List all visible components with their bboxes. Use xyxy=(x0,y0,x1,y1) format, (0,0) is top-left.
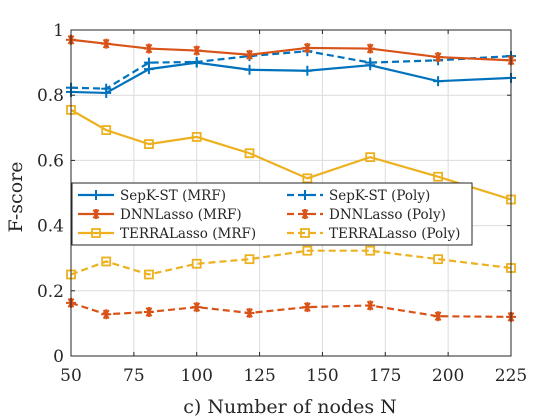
y-tick-label: 1 xyxy=(53,21,64,41)
legend: SepK-ST (MRF) SepK-ST (Poly) DNNLasso (MRF… xyxy=(71,182,473,246)
legend-entry: TERRALasso (MRF) xyxy=(78,226,256,242)
plot-frame xyxy=(70,29,512,357)
series-line xyxy=(70,249,512,276)
y-tick-label: 0 xyxy=(53,347,64,367)
data-point-marker xyxy=(191,132,202,142)
data-point-marker xyxy=(302,245,313,256)
data-point-marker xyxy=(300,228,310,238)
data-point-marker xyxy=(302,302,313,313)
legend-entry: TERRALasso (Poly) xyxy=(287,226,460,242)
legend-entry: DNNLasso (Poly) xyxy=(287,207,446,223)
data-point-marker xyxy=(365,57,376,68)
data-point-marker xyxy=(365,152,376,163)
series-line xyxy=(70,50,512,90)
data-point-marker xyxy=(91,190,101,200)
y-tick-label: 0.8 xyxy=(37,86,64,106)
data-point-marker xyxy=(101,309,112,320)
axes xyxy=(70,29,512,357)
data-point-marker xyxy=(433,254,443,265)
data-point-marker xyxy=(433,311,444,322)
data-point-marker xyxy=(144,269,154,280)
data-point-marker xyxy=(365,245,376,256)
data-point-marker xyxy=(101,125,112,135)
data-point-marker xyxy=(244,64,255,75)
data-point-marker xyxy=(433,52,444,63)
data-point-marker xyxy=(191,302,202,313)
data-point-marker xyxy=(433,171,443,182)
x-tick-label: 125 xyxy=(243,366,275,386)
x-tick-label: 50 xyxy=(60,366,82,386)
data-point-marker xyxy=(302,42,313,53)
data-point-marker xyxy=(101,38,112,49)
x-tick-label: 100 xyxy=(180,366,212,386)
data-point-marker xyxy=(143,57,154,68)
y-axis-title: F-score xyxy=(5,162,27,233)
y-tick-label: 0.2 xyxy=(37,282,64,302)
x-tick-label: 225 xyxy=(495,366,527,386)
data-point-marker xyxy=(191,45,202,56)
data-point-marker xyxy=(244,148,255,159)
data-point-marker xyxy=(365,300,376,311)
y-tick-label: 0.4 xyxy=(37,217,64,237)
legend-box xyxy=(71,182,473,246)
legend-label: TERRALasso (MRF) xyxy=(120,226,256,242)
x-axis-title: c) Number of nodes N xyxy=(183,396,397,418)
legend-entry: DNNLasso (MRF) xyxy=(78,207,242,223)
data-point-marker xyxy=(302,173,313,184)
series-line xyxy=(70,301,512,318)
data-point-marker xyxy=(143,43,154,54)
data-point-marker xyxy=(244,254,255,265)
series-line xyxy=(70,108,512,201)
data-point-marker xyxy=(191,56,202,67)
data-point-marker xyxy=(300,209,310,219)
data-point-marker xyxy=(433,76,444,87)
legend-label: TERRALasso (Poly) xyxy=(329,226,460,242)
data-point-marker xyxy=(191,258,202,269)
x-tick-label: 200 xyxy=(432,366,464,386)
legend-entry: SepK-ST (MRF) xyxy=(78,188,226,204)
x-tick-label: 175 xyxy=(369,366,401,386)
series-line xyxy=(70,61,512,95)
data-point-marker xyxy=(91,228,101,238)
series-line xyxy=(70,38,512,62)
data-point-marker xyxy=(244,49,255,60)
legend-label: DNNLasso (Poly) xyxy=(329,207,446,223)
legend-label: SepK-ST (MRF) xyxy=(120,188,226,204)
x-tick-label: 150 xyxy=(306,366,338,386)
data-point-marker xyxy=(244,307,255,318)
tick-labels: 50 75 100 125 150 175 200 225 0 0.2 0.4 0.6 0.8 1 xyxy=(37,21,527,386)
y-tick-label: 0.6 xyxy=(37,151,64,171)
data-point-marker xyxy=(91,209,101,219)
data-point-marker xyxy=(101,256,112,267)
data-point-marker xyxy=(300,190,310,200)
series-terralasso-poly xyxy=(66,245,516,280)
data-point-marker xyxy=(365,43,376,54)
legend-entry: SepK-ST (Poly) xyxy=(287,188,430,204)
legend-label: DNNLasso (MRF) xyxy=(120,207,242,223)
data-point-marker xyxy=(143,306,154,317)
legend-label: SepK-ST (Poly) xyxy=(329,188,430,204)
data-point-marker xyxy=(101,83,112,94)
x-tick-label: 75 xyxy=(123,366,145,386)
data-point-marker xyxy=(302,65,313,76)
data-point-marker xyxy=(144,139,154,150)
